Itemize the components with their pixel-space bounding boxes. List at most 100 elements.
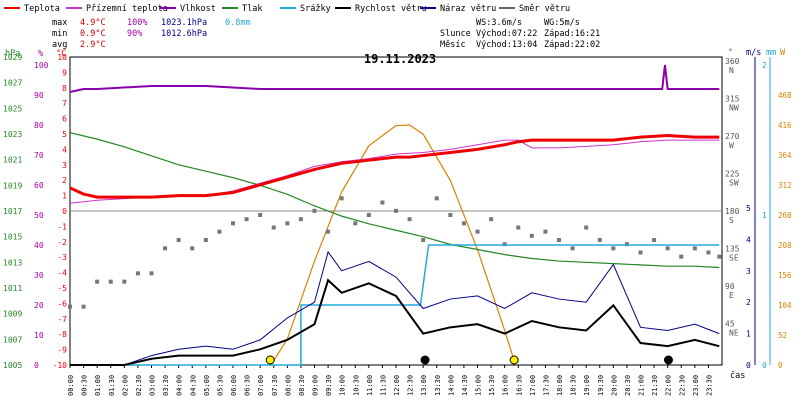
celsius-tick: -8 — [57, 330, 67, 339]
direction-point — [285, 221, 290, 226]
x-tick-label: 15:30 — [488, 375, 496, 396]
direction-point — [326, 229, 331, 234]
x-tick-label: 13:00 — [420, 375, 428, 396]
x-tick-label: 21:00 — [638, 375, 646, 396]
direction-point — [529, 233, 534, 238]
x-tick-label: 15:00 — [475, 375, 483, 396]
stat-avg-temp: 2.9°C — [80, 40, 106, 50]
direction-point — [149, 271, 154, 276]
legend: Teplota Přízemní teplota Vlhkost Tlak Srážky… — [4, 4, 570, 14]
direction-point — [679, 254, 684, 259]
stat-wg: WG:5m/s — [544, 18, 580, 28]
direction-point — [448, 213, 453, 217]
x-tick-label: 11:30 — [379, 375, 387, 396]
x-tick-label: 22:30 — [678, 375, 686, 396]
hpa-tick: 1017 — [3, 207, 22, 216]
x-tick-label: 04:30 — [189, 375, 197, 396]
x-tick-label: 13:30 — [434, 375, 442, 396]
solar-unit: W — [780, 48, 786, 58]
x-tick-label: 07:00 — [257, 375, 265, 396]
direction-point — [394, 208, 398, 213]
direction-point — [271, 225, 276, 230]
wind-tick: 4 — [746, 235, 751, 244]
x-tick-label: 06:00 — [230, 375, 238, 396]
direction-point — [380, 200, 385, 205]
direction-point — [95, 279, 100, 284]
solar-tick: 104 — [778, 301, 792, 310]
direction-tick: 45 — [725, 320, 735, 329]
direction-point — [339, 196, 344, 201]
hpa-tick: 1029 — [3, 53, 22, 62]
direction-point — [638, 250, 643, 255]
direction-label: SW — [729, 179, 739, 188]
celsius-tick: -4 — [57, 269, 67, 278]
x-tick-label: 01:30 — [108, 375, 116, 396]
percent-tick: 50 — [34, 211, 44, 220]
direction-point — [543, 229, 548, 234]
sun-label: Slunce — [440, 29, 471, 39]
x-tick-label: 16:00 — [502, 375, 510, 396]
celsius-tick: 7 — [62, 99, 67, 108]
x-tick-label: 14:30 — [461, 375, 469, 396]
percent-tick: 20 — [34, 301, 44, 310]
legend-label: Tlak — [242, 4, 262, 14]
legend-label: Teplota — [24, 4, 60, 14]
stat-ws: WS:3.6m/s — [476, 18, 522, 28]
celsius-tick: 4 — [62, 145, 67, 154]
x-tick-label: 07:30 — [271, 375, 279, 396]
hpa-tick: 1021 — [3, 156, 22, 165]
direction-point — [203, 238, 208, 242]
celsius-unit: °C — [56, 49, 66, 59]
x-tick-label: 20:00 — [610, 375, 618, 396]
hpa-unit: hPa — [5, 49, 20, 59]
legend-label: Náraz větru — [440, 4, 496, 14]
x-tick-label: 06:30 — [244, 375, 252, 396]
rain-unit: mm — [766, 48, 776, 58]
percent-tick: 80 — [34, 121, 44, 130]
x-tick-label: 08:30 — [298, 375, 306, 396]
x-tick-label: 18:00 — [556, 375, 564, 396]
direction-point — [258, 213, 263, 217]
direction-point — [244, 217, 249, 222]
x-tick-label: 17:30 — [542, 375, 550, 396]
direction-unit: ° — [728, 48, 733, 58]
direction-point — [108, 279, 113, 284]
direction-point — [597, 238, 602, 242]
direction-label: SE — [729, 254, 739, 263]
legend-label: Směr větru — [519, 4, 570, 14]
direction-point — [81, 304, 86, 309]
direction-point — [502, 242, 507, 247]
x-tick-label: 12:00 — [393, 375, 401, 396]
hpa-tick: 1007 — [3, 335, 22, 344]
celsius-tick: -2 — [57, 238, 67, 247]
celsius-tick: -6 — [57, 299, 67, 308]
celsius-tick: -9 — [57, 346, 67, 355]
moon-label: Měsíc — [440, 40, 466, 50]
wind-unit: m/s — [746, 48, 761, 58]
sunset-marker — [509, 355, 519, 365]
stat-avg-label: avg — [52, 40, 67, 50]
x-tick-label: 20:30 — [624, 375, 632, 396]
celsius-tick: 0 — [62, 207, 67, 216]
x-tick-label: 23:00 — [692, 375, 700, 396]
direction-point — [652, 238, 657, 242]
solar-tick: 364 — [778, 151, 792, 160]
celsius-tick: 10 — [57, 53, 67, 62]
direction-point — [557, 238, 561, 242]
x-tick-label: 08:00 — [284, 375, 292, 396]
direction-label: NW — [729, 104, 739, 113]
rain-tick: 1 — [762, 211, 767, 220]
humidity-line — [69, 64, 720, 93]
direction-point — [665, 246, 670, 251]
rain-tick: 0 — [762, 361, 767, 370]
sun-set: Západ:16:21 — [544, 29, 600, 39]
x-tick-label: 19:30 — [597, 375, 605, 396]
stat-min-label: min — [52, 29, 67, 39]
moon-rise: Východ:13:04 — [476, 40, 537, 50]
stat-min-temp: 0.9°C — [80, 29, 106, 39]
legend-label: Srážky — [300, 4, 331, 14]
x-tick-label: 10:00 — [339, 375, 347, 396]
hpa-tick: 1011 — [3, 284, 22, 293]
x-tick-label: 14:00 — [447, 375, 455, 396]
rain-tick: 2 — [762, 61, 767, 70]
